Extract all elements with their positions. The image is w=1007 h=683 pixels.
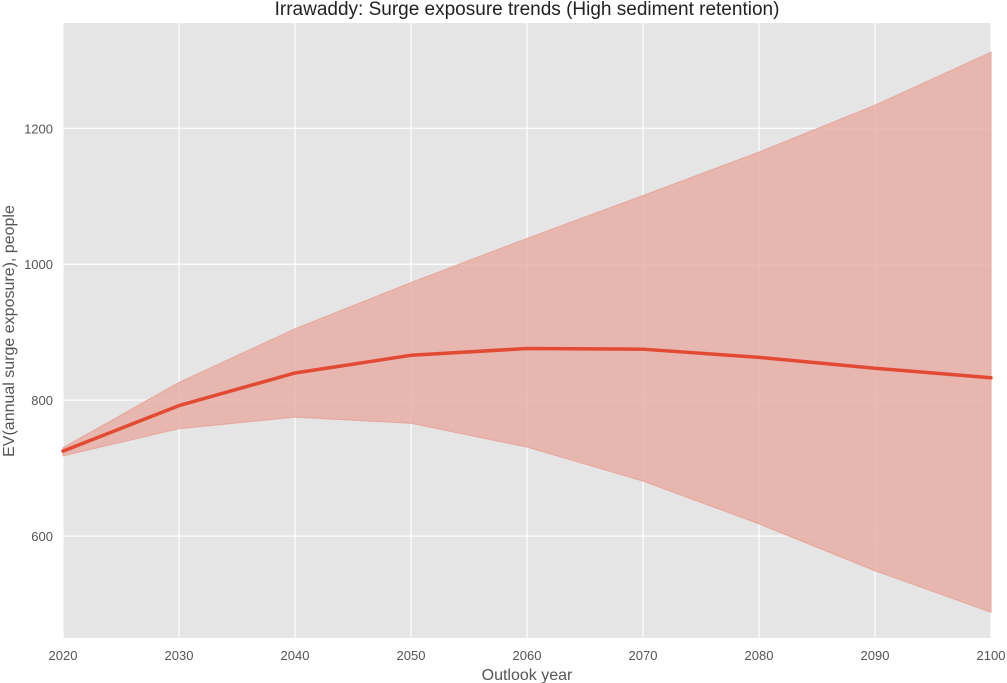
chart-title: Irrawaddy: Surge exposure trends (High s… <box>275 0 780 20</box>
confidence-band-layer <box>62 51 992 613</box>
x-tick-label: 2080 <box>745 648 774 663</box>
y-tick-label: 1200 <box>24 121 53 136</box>
x-tick-label: 2050 <box>397 648 426 663</box>
x-tick-labels: 2020 2030 2040 2050 2060 2070 2080 2090 2100 <box>49 648 1006 663</box>
x-tick-label: 2060 <box>513 648 542 663</box>
y-tick-label: 1000 <box>24 257 53 272</box>
x-tick-label: 2030 <box>165 648 194 663</box>
y-axis-label: EV(annual surge exposure), people <box>1 205 18 457</box>
x-tick-label: 2070 <box>629 648 658 663</box>
y-tick-labels: 600 800 1000 1200 <box>24 121 53 544</box>
x-axis-label: Outlook year <box>482 667 573 683</box>
x-tick-label: 2020 <box>49 648 78 663</box>
x-tick-label: 2040 <box>281 648 310 663</box>
series-line-layer <box>61 346 993 453</box>
series-line <box>61 346 993 453</box>
y-tick-label: 800 <box>31 393 53 408</box>
confidence-band <box>62 51 992 613</box>
x-tick-label: 2090 <box>861 648 890 663</box>
y-tick-label: 600 <box>31 529 53 544</box>
x-tick-label: 2100 <box>977 648 1006 663</box>
